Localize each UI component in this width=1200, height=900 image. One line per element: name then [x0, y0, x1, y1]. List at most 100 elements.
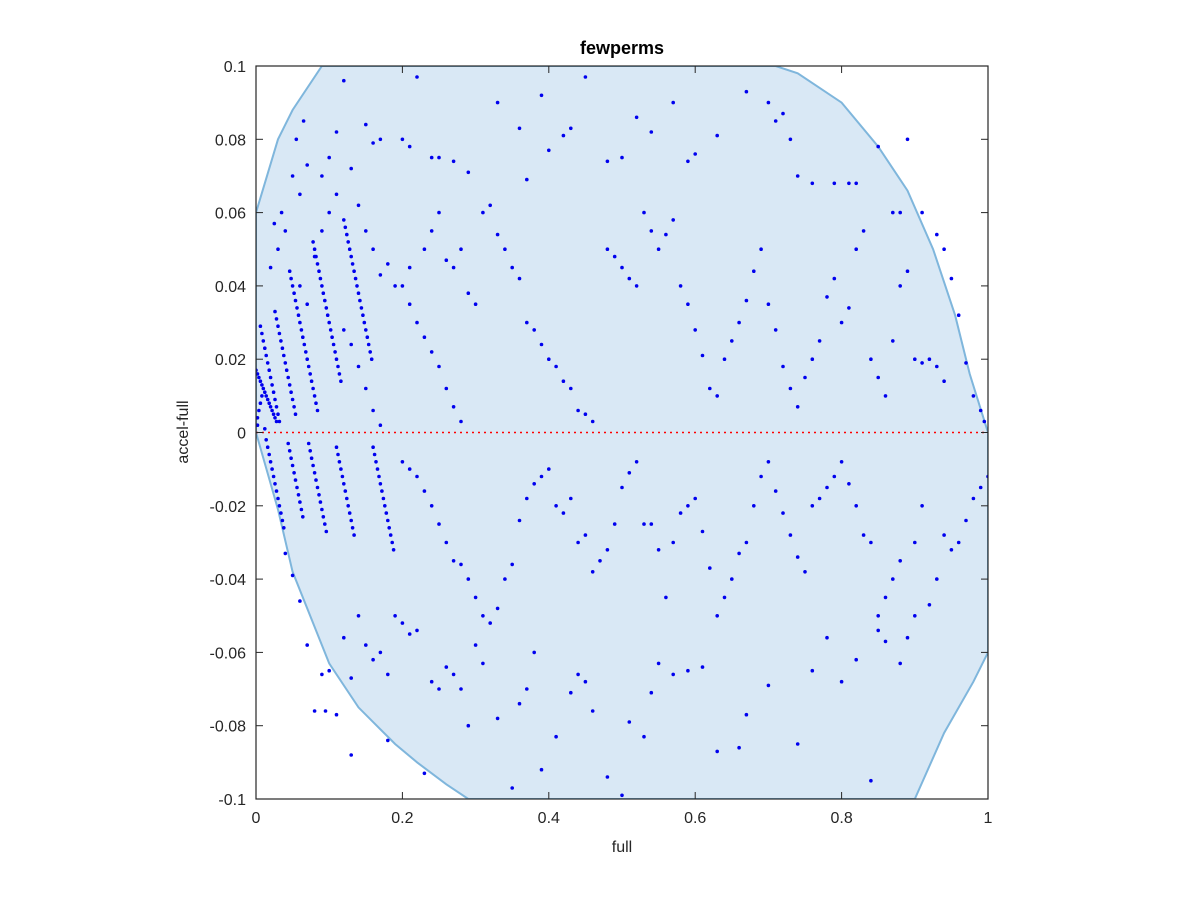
data-point — [832, 474, 837, 479]
data-point — [364, 643, 368, 647]
data-point — [459, 419, 463, 424]
data-point — [305, 643, 310, 647]
data-point — [364, 122, 368, 127]
data-point — [349, 166, 354, 171]
data-point — [377, 474, 381, 479]
data-point — [283, 361, 288, 365]
data-point — [876, 144, 880, 149]
data-point — [256, 372, 260, 376]
data-point — [276, 412, 280, 417]
data-point — [883, 595, 888, 600]
data-point — [920, 210, 924, 215]
data-point — [364, 328, 368, 332]
data-point — [422, 247, 427, 251]
data-point — [296, 313, 301, 318]
y-axis-label: accel-full — [175, 400, 192, 463]
data-point — [386, 738, 390, 743]
data-point — [320, 229, 324, 233]
data-point — [312, 394, 317, 398]
y-tick-label: -0.04 — [210, 572, 247, 589]
data-point — [279, 511, 283, 515]
data-point — [276, 496, 280, 501]
data-point — [583, 75, 588, 79]
data-point — [664, 595, 668, 600]
data-point — [299, 507, 304, 512]
data-point — [810, 357, 815, 362]
data-point — [327, 210, 332, 215]
data-point — [466, 291, 471, 296]
data-point — [365, 335, 370, 340]
data-point — [340, 474, 345, 479]
data-point — [346, 504, 351, 508]
data-point — [268, 265, 273, 270]
data-point — [444, 386, 449, 391]
data-point — [942, 379, 946, 384]
data-point — [368, 350, 373, 354]
data-point — [773, 119, 778, 123]
data-point — [321, 291, 326, 296]
data-point — [308, 449, 313, 453]
data-point — [371, 445, 375, 450]
y-tick-label: 0.08 — [215, 132, 246, 149]
data-point — [700, 353, 705, 358]
data-point — [271, 390, 276, 395]
data-point — [415, 75, 419, 79]
data-point — [539, 474, 544, 479]
data-point — [334, 192, 339, 197]
data-point — [287, 269, 292, 274]
data-point — [383, 504, 387, 508]
data-point — [350, 526, 355, 530]
data-point — [371, 657, 375, 662]
data-point — [583, 533, 588, 537]
data-point — [810, 504, 815, 508]
data-point — [267, 368, 272, 373]
data-point — [343, 489, 348, 493]
data-point — [349, 676, 354, 680]
data-point — [331, 342, 336, 347]
data-point — [422, 335, 427, 340]
data-point — [298, 599, 302, 603]
data-point — [634, 115, 639, 120]
data-point — [510, 786, 514, 790]
data-point — [429, 679, 434, 684]
data-point — [349, 342, 354, 347]
data-point — [346, 240, 351, 244]
data-point — [547, 148, 551, 153]
data-point — [279, 210, 284, 215]
data-point — [503, 577, 507, 581]
data-point — [913, 357, 917, 362]
data-point — [869, 540, 873, 545]
data-point — [956, 540, 961, 545]
data-point — [810, 181, 815, 186]
data-point — [876, 628, 880, 633]
data-point — [810, 668, 815, 673]
data-point — [407, 632, 412, 636]
data-point — [287, 449, 292, 453]
data-point — [270, 383, 274, 387]
data-point — [649, 130, 654, 134]
data-point — [264, 394, 269, 398]
data-point — [315, 485, 320, 490]
data-point — [744, 298, 749, 303]
data-point — [361, 313, 365, 318]
data-point — [311, 386, 315, 391]
y-axis: -0.1 -0.08 -0.06 -0.04 -0.02 0 0.02 0.04 0.06 0.0… — [210, 59, 988, 809]
data-point — [642, 522, 646, 526]
data-point — [347, 247, 352, 251]
data-point — [488, 203, 493, 208]
data-point — [355, 284, 359, 288]
data-point — [891, 210, 895, 215]
data-point — [265, 397, 270, 402]
data-point — [920, 504, 924, 508]
data-point — [388, 533, 393, 537]
data-point — [422, 771, 427, 776]
data-point — [292, 405, 296, 409]
data-point — [708, 566, 712, 570]
data-point — [554, 504, 558, 508]
data-point — [656, 247, 661, 251]
data-point — [803, 570, 807, 574]
data-point — [260, 394, 264, 398]
data-point — [328, 328, 333, 332]
data-point — [312, 254, 317, 259]
